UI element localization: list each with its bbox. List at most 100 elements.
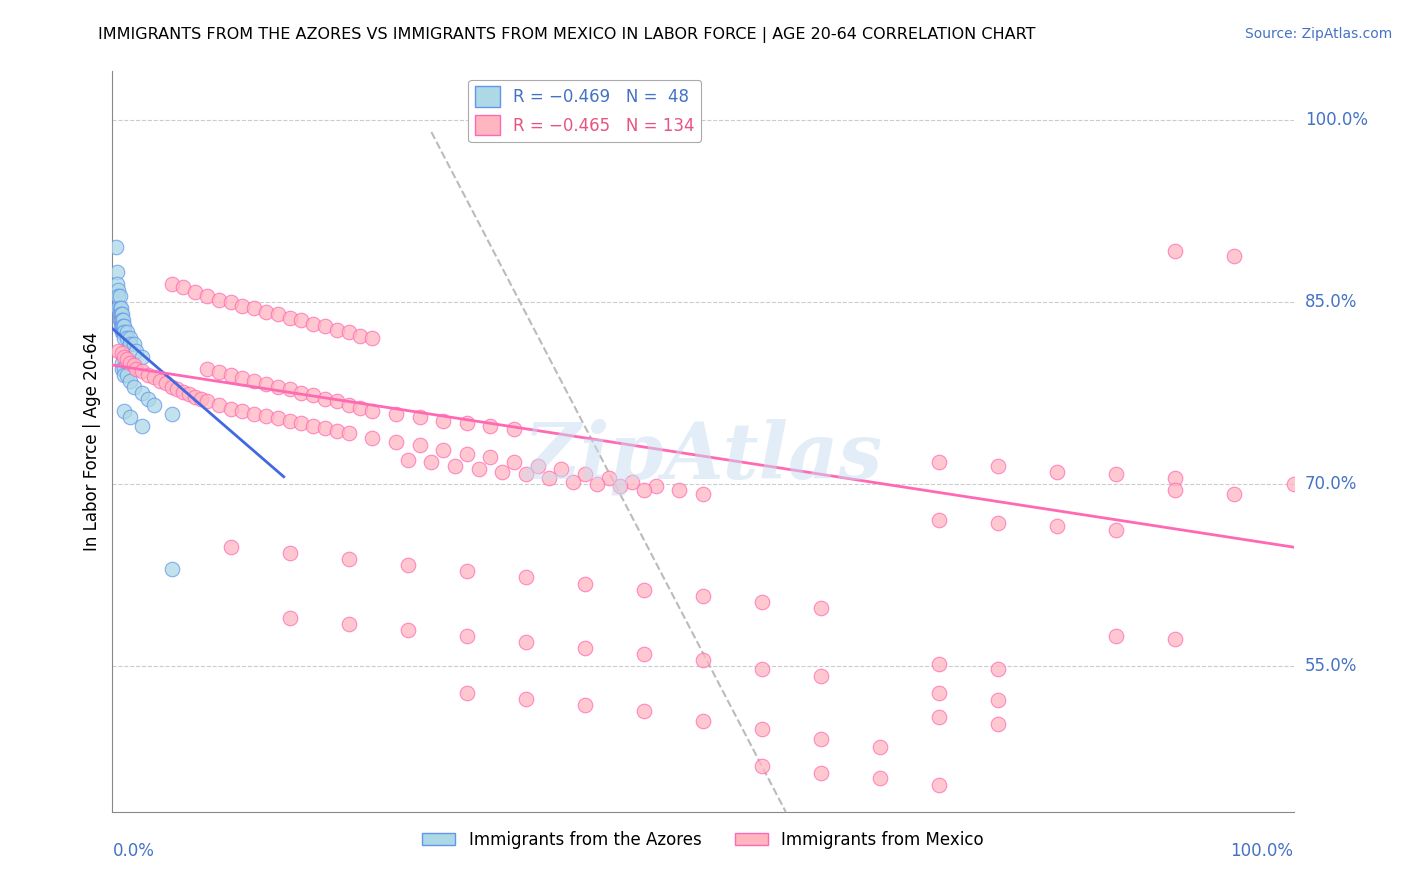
Point	[254, 304, 277, 318]
Point	[928, 778, 950, 792]
Point	[633, 483, 655, 497]
Text: 100.0%: 100.0%	[1230, 842, 1294, 860]
Point	[751, 722, 773, 736]
Point	[337, 552, 360, 566]
Point	[337, 326, 360, 340]
Point	[396, 452, 419, 467]
Text: 100.0%: 100.0%	[1305, 111, 1368, 129]
Point	[644, 479, 666, 493]
Point	[278, 546, 301, 560]
Point	[172, 384, 194, 399]
Point	[538, 471, 561, 485]
Point	[112, 319, 135, 334]
Point	[208, 293, 231, 307]
Point	[142, 398, 165, 412]
Point	[326, 323, 349, 337]
Point	[120, 374, 142, 388]
Point	[243, 407, 266, 421]
Point	[928, 657, 950, 671]
Point	[122, 380, 145, 394]
Point	[267, 411, 290, 425]
Point	[267, 380, 290, 394]
Point	[491, 465, 513, 479]
Point	[337, 425, 360, 440]
Point	[120, 410, 142, 425]
Point	[1046, 519, 1069, 533]
Point	[467, 462, 489, 476]
Point	[278, 414, 301, 428]
Point	[987, 661, 1010, 675]
Point	[219, 540, 242, 554]
Point	[136, 368, 159, 382]
Point	[987, 458, 1010, 473]
Point	[108, 313, 131, 327]
Point	[444, 458, 467, 473]
Point	[111, 356, 134, 370]
Point	[111, 326, 134, 340]
Point	[928, 513, 950, 527]
Point	[108, 307, 131, 321]
Point	[515, 570, 537, 584]
Point	[112, 404, 135, 418]
Point	[361, 331, 384, 345]
Point	[254, 377, 277, 392]
Point	[1164, 483, 1187, 497]
Point	[160, 277, 183, 291]
Point	[155, 376, 177, 391]
Point	[456, 417, 478, 431]
Point	[987, 717, 1010, 731]
Point	[503, 422, 526, 436]
Point	[184, 390, 207, 404]
Point	[111, 307, 134, 321]
Point	[515, 635, 537, 649]
Point	[120, 331, 142, 345]
Point	[184, 285, 207, 300]
Point	[131, 364, 153, 378]
Point	[112, 350, 135, 364]
Point	[110, 319, 132, 334]
Point	[609, 479, 631, 493]
Point	[550, 462, 572, 476]
Point	[515, 691, 537, 706]
Point	[751, 758, 773, 772]
Point	[633, 704, 655, 718]
Point	[112, 326, 135, 340]
Point	[692, 714, 714, 728]
Point	[131, 350, 153, 364]
Point	[1223, 249, 1246, 263]
Point	[479, 418, 502, 433]
Point	[349, 401, 371, 415]
Point	[456, 565, 478, 579]
Point	[408, 410, 430, 425]
Point	[314, 421, 336, 435]
Legend: Immigrants from the Azores, Immigrants from Mexico: Immigrants from the Azores, Immigrants f…	[415, 824, 991, 855]
Point	[107, 283, 129, 297]
Text: 85.0%: 85.0%	[1305, 293, 1357, 311]
Point	[810, 600, 832, 615]
Point	[987, 516, 1010, 530]
Text: ZipAtlas: ZipAtlas	[523, 418, 883, 494]
Point	[1105, 629, 1128, 643]
Point	[633, 582, 655, 597]
Point	[125, 343, 148, 358]
Point	[160, 407, 183, 421]
Point	[112, 368, 135, 382]
Point	[585, 477, 607, 491]
Point	[107, 289, 129, 303]
Point	[751, 661, 773, 675]
Point	[396, 623, 419, 637]
Point	[208, 398, 231, 412]
Point	[349, 329, 371, 343]
Point	[526, 458, 548, 473]
Point	[598, 471, 620, 485]
Point	[120, 356, 142, 370]
Point	[149, 374, 172, 388]
Point	[361, 431, 384, 445]
Point	[290, 313, 312, 327]
Point	[456, 629, 478, 643]
Point	[112, 326, 135, 340]
Point	[231, 371, 253, 385]
Point	[122, 337, 145, 351]
Point	[574, 640, 596, 655]
Point	[633, 647, 655, 661]
